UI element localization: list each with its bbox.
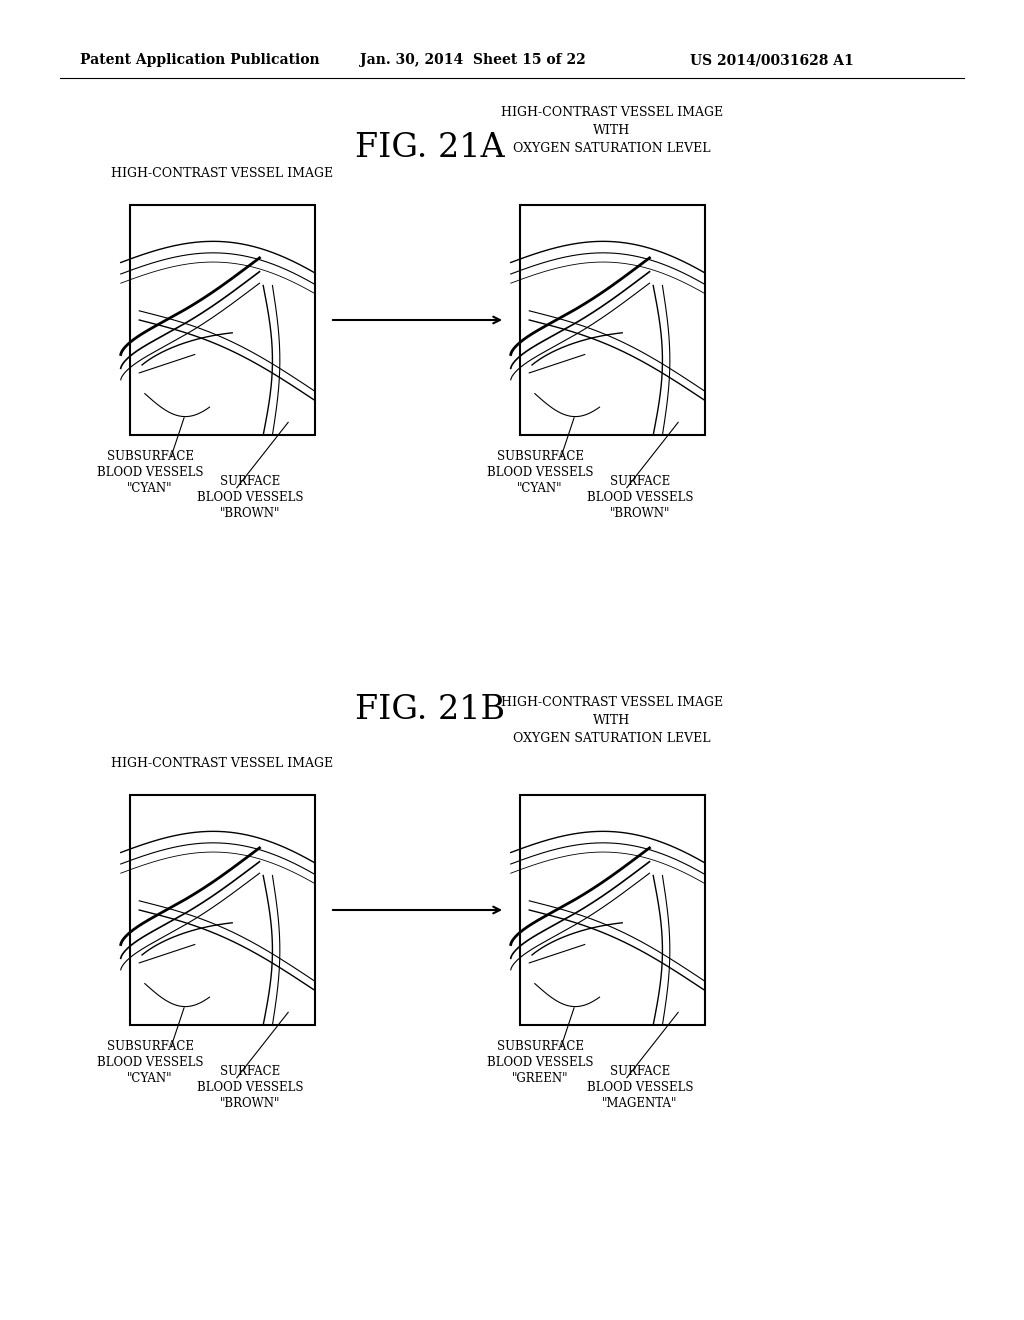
Text: SUBSURFACE
BLOOD VESSELS
"CYAN": SUBSURFACE BLOOD VESSELS "CYAN" — [96, 450, 203, 495]
Text: FIG. 21A: FIG. 21A — [355, 132, 505, 164]
Text: HIGH-CONTRAST VESSEL IMAGE: HIGH-CONTRAST VESSEL IMAGE — [111, 756, 333, 770]
Text: SURFACE
BLOOD VESSELS
"BROWN": SURFACE BLOOD VESSELS "BROWN" — [197, 1065, 303, 1110]
Text: SURFACE
BLOOD VESSELS
"MAGENTA": SURFACE BLOOD VESSELS "MAGENTA" — [587, 1065, 693, 1110]
Bar — [130, 205, 315, 436]
Text: Jan. 30, 2014  Sheet 15 of 22: Jan. 30, 2014 Sheet 15 of 22 — [360, 53, 586, 67]
Text: SURFACE
BLOOD VESSELS
"BROWN": SURFACE BLOOD VESSELS "BROWN" — [197, 475, 303, 520]
Bar — [520, 205, 705, 436]
Text: HIGH-CONTRAST VESSEL IMAGE: HIGH-CONTRAST VESSEL IMAGE — [111, 168, 333, 180]
Bar — [520, 795, 705, 1026]
Text: US 2014/0031628 A1: US 2014/0031628 A1 — [690, 53, 854, 67]
Text: SUBSURFACE
BLOOD VESSELS
"CYAN": SUBSURFACE BLOOD VESSELS "CYAN" — [486, 450, 593, 495]
Text: FIG. 21B: FIG. 21B — [355, 694, 505, 726]
Text: SURFACE
BLOOD VESSELS
"BROWN": SURFACE BLOOD VESSELS "BROWN" — [587, 475, 693, 520]
Text: HIGH-CONTRAST VESSEL IMAGE
WITH
OXYGEN SATURATION LEVEL: HIGH-CONTRAST VESSEL IMAGE WITH OXYGEN S… — [501, 106, 723, 154]
Text: SUBSURFACE
BLOOD VESSELS
"GREEN": SUBSURFACE BLOOD VESSELS "GREEN" — [486, 1040, 593, 1085]
Bar — [130, 795, 315, 1026]
Text: HIGH-CONTRAST VESSEL IMAGE
WITH
OXYGEN SATURATION LEVEL: HIGH-CONTRAST VESSEL IMAGE WITH OXYGEN S… — [501, 696, 723, 744]
Text: SUBSURFACE
BLOOD VESSELS
"CYAN": SUBSURFACE BLOOD VESSELS "CYAN" — [96, 1040, 203, 1085]
Text: Patent Application Publication: Patent Application Publication — [80, 53, 319, 67]
